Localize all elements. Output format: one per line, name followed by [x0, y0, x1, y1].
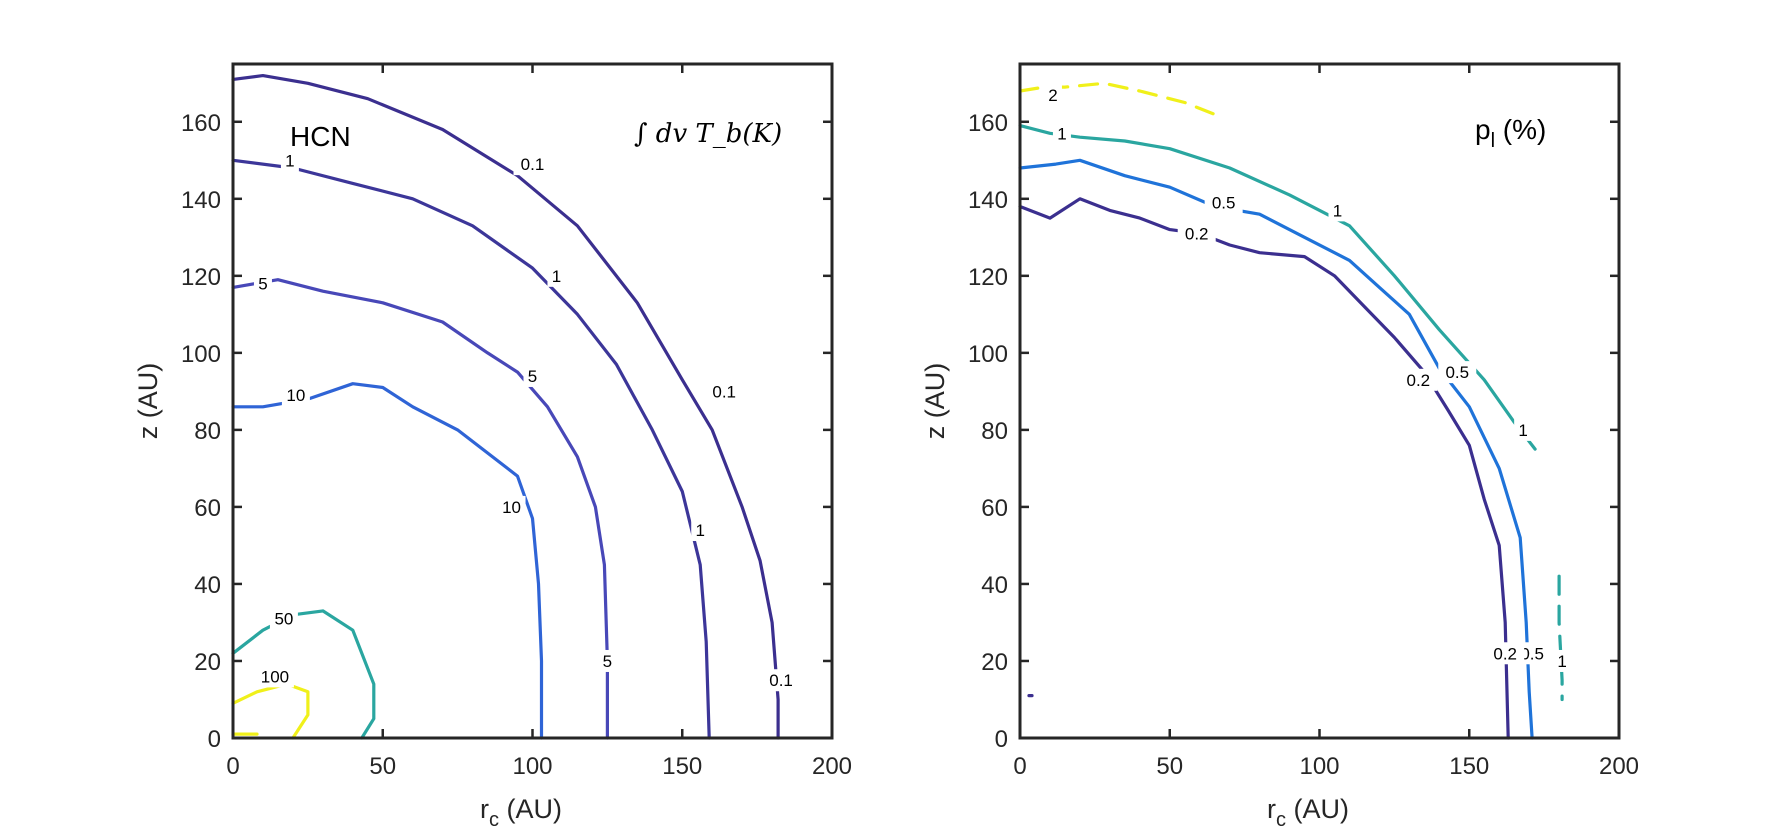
left-y-axis-label: z (AU): [133, 363, 163, 440]
x-tick-label: 100: [1299, 753, 1339, 780]
contour-label-5: 5: [528, 367, 537, 386]
y-tick-label: 20: [194, 649, 221, 676]
y-tick-label: 40: [981, 572, 1008, 599]
contour-label-100: 100: [261, 667, 289, 686]
left-x-axis-label: rc (AU): [480, 794, 562, 831]
contour-label-background: [513, 153, 552, 176]
x-tick-label: 50: [1156, 753, 1183, 780]
y-tick-label: 120: [181, 264, 221, 291]
contour-label-0p5: 0.5: [1520, 644, 1544, 663]
contour-label-1: 1: [1557, 652, 1566, 671]
contour-label-background: [1328, 199, 1347, 222]
contour-label-50: 50: [274, 610, 293, 629]
polarization-contour-lines: [1018, 81, 1564, 740]
contour-label-2: 2: [1048, 86, 1057, 105]
y-tick-label: 100: [968, 341, 1008, 368]
contour-label-background: [762, 669, 801, 692]
contour-label-1: 1: [1333, 201, 1342, 220]
x-tick-label: 150: [1449, 753, 1489, 780]
contour-line-0p5: [1018, 158, 1534, 740]
contour-label-10: 10: [286, 386, 305, 405]
contour-label-background: [253, 272, 272, 295]
contour-label-background: [1553, 649, 1572, 672]
hcn-contour-labels: 0.1 0.1 0.1 1 1 1 5 5 5 10 10 50 100: [253, 149, 801, 692]
y-tick-label: 160: [968, 110, 1008, 137]
x-tick-label: 150: [662, 753, 702, 780]
contour-line-0p1: [231, 74, 780, 740]
hcn-annotation: HCN: [290, 121, 351, 152]
polarization-annotation: pl (%): [1475, 114, 1546, 152]
panel-left: 0.1 0.1 0.1 1 1 1 5 5 5 10 10 50 100 0 50 100 150 200 0 20…: [133, 62, 852, 831]
contour-line-1: [231, 158, 711, 740]
contour-label-background: [497, 495, 526, 518]
y-tick-label: 40: [194, 572, 221, 599]
contour-label-background: [691, 519, 710, 542]
y-tick-label: 0: [995, 726, 1008, 753]
contour-label-background: [523, 364, 542, 387]
contour-label-10: 10: [502, 498, 521, 517]
contour-label-1: 1: [695, 521, 704, 540]
y-tick-label: 100: [181, 341, 221, 368]
x-tick-label: 0: [1013, 753, 1026, 780]
contour-label-0p1: 0.1: [769, 671, 793, 690]
contour-label-background: [1486, 642, 1525, 665]
x-tick-label: 200: [812, 753, 852, 780]
contour-label-background: [705, 380, 744, 403]
contour-label-background: [1399, 368, 1438, 391]
contour-label-0p1: 0.1: [712, 382, 736, 401]
y-tick-label: 60: [981, 495, 1008, 522]
y-tick-label: 80: [194, 418, 221, 445]
contour-label-0p2: 0.2: [1185, 224, 1209, 243]
right-axis-ticks: 0 50 100 150 200 0 20 40 60 80 100 120 140 160: [968, 64, 1639, 780]
y-tick-label: 20: [981, 649, 1008, 676]
contour-line-5: [231, 278, 609, 740]
contour-label-0p5: 0.5: [1445, 363, 1469, 382]
contour-label-background: [1177, 222, 1216, 245]
contour-label-0p2: 0.2: [1407, 371, 1431, 390]
contour-line-50: [231, 609, 376, 740]
contour-line-1: [1018, 124, 1537, 451]
tb-integral-label: ∫ dv T_b(K): [634, 119, 782, 149]
contour-label-background: [598, 649, 617, 672]
contour-line-0p2: [1018, 197, 1510, 740]
y-tick-label: 160: [181, 110, 221, 137]
contour-line-100: [231, 682, 310, 740]
contour-label-background: [281, 384, 310, 407]
contour-label-background: [280, 149, 299, 172]
contour-label-background: [1052, 122, 1071, 145]
contour-label-background: [1043, 83, 1062, 106]
x-tick-label: 200: [1599, 753, 1639, 780]
contour-label-1: 1: [552, 267, 561, 286]
contour-label-background: [1514, 418, 1533, 441]
contour-label-5: 5: [603, 652, 612, 671]
y-tick-label: 140: [181, 187, 221, 214]
contour-label-background: [1204, 191, 1243, 214]
contour-label-background: [1438, 361, 1477, 384]
right-y-axis-label: z (AU): [920, 363, 950, 440]
contour-label-1: 1: [285, 151, 294, 170]
contour-label-background: [547, 264, 566, 287]
contour-label-1: 1: [1057, 124, 1066, 143]
y-tick-label: 120: [968, 264, 1008, 291]
contour-label-0p5: 0.5: [1212, 194, 1236, 213]
contour-label-background: [255, 665, 294, 688]
contour-label-5: 5: [258, 275, 267, 294]
contour-label-1: 1: [1518, 421, 1527, 440]
contour-label-background: [269, 607, 298, 630]
x-tick-label: 100: [512, 753, 552, 780]
y-tick-label: 0: [208, 726, 221, 753]
right-x-axis-label: rc (AU): [1267, 794, 1349, 831]
x-tick-label: 0: [226, 753, 239, 780]
contour-label-0p2: 0.2: [1493, 644, 1517, 663]
y-tick-label: 60: [194, 495, 221, 522]
contour-label-0p1: 0.1: [521, 155, 545, 174]
contour-line-2: [1018, 81, 1226, 120]
y-tick-label: 80: [981, 418, 1008, 445]
y-tick-label: 140: [968, 187, 1008, 214]
x-tick-label: 50: [369, 753, 396, 780]
